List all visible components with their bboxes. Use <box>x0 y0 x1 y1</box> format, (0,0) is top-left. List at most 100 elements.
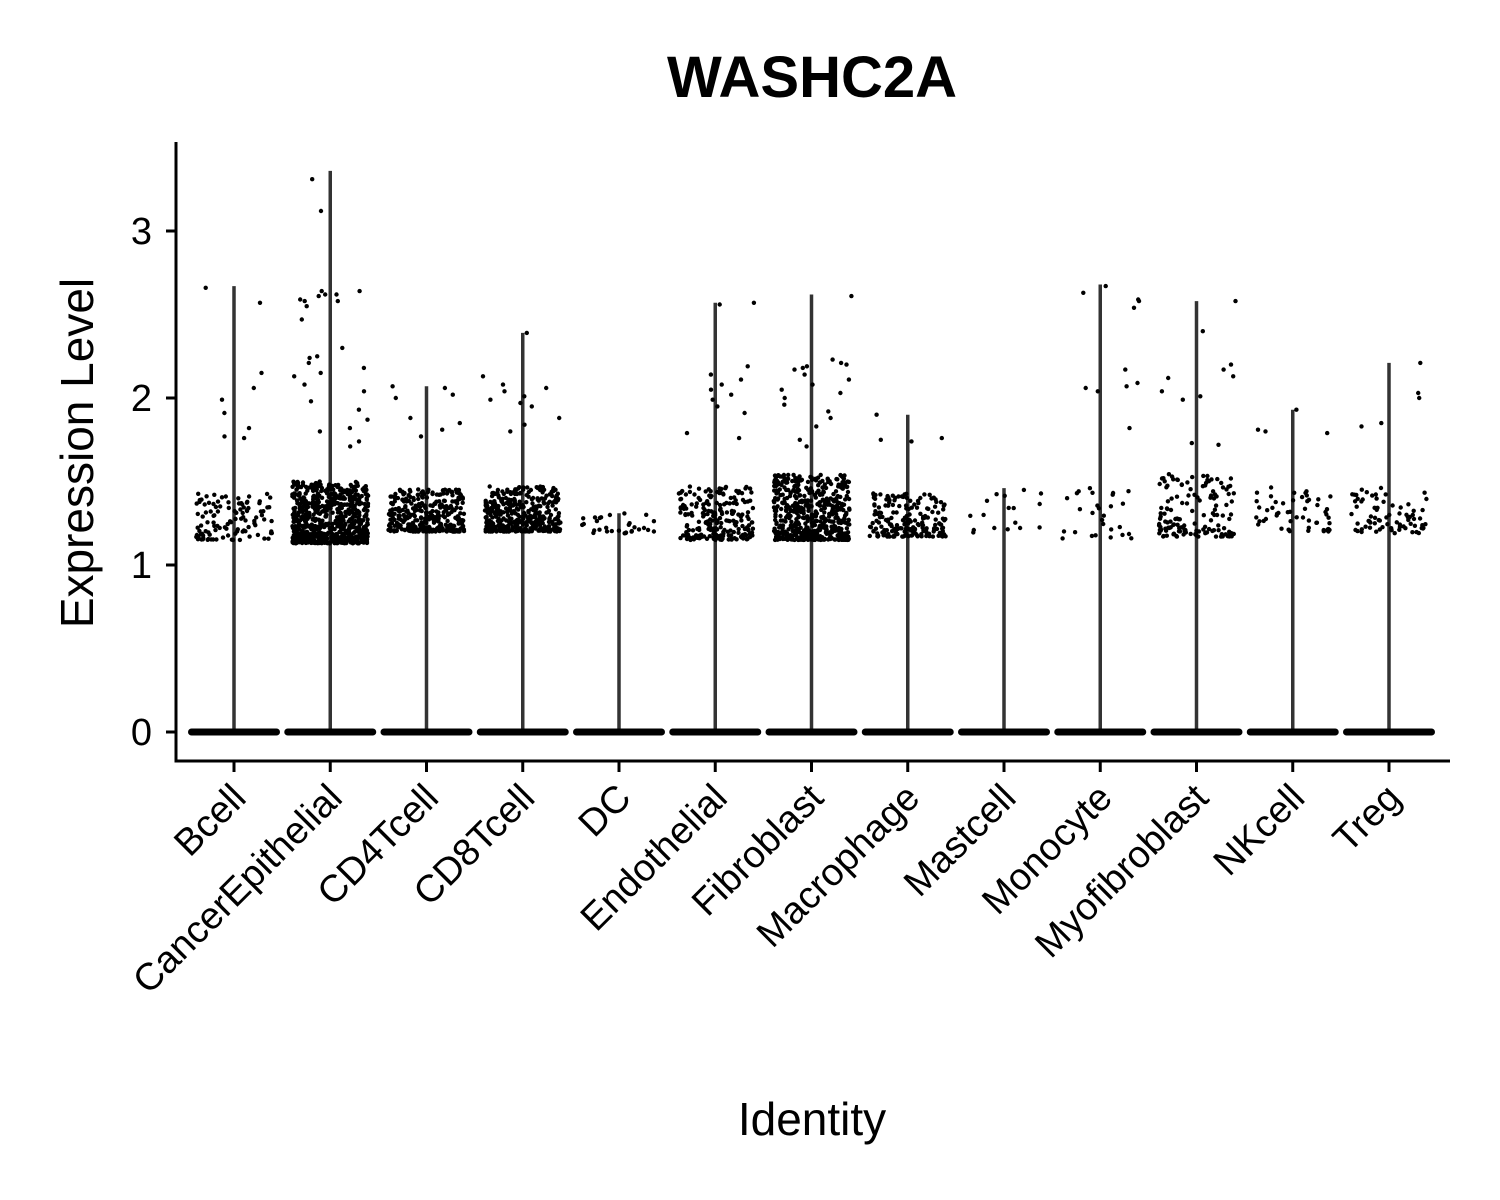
point-treg <box>1394 520 1400 525</box>
point-cancerepithelial <box>338 496 343 501</box>
point-endothelial <box>720 536 725 541</box>
point-endothelial <box>678 510 683 515</box>
point-bcell <box>269 529 274 534</box>
point-cd4tcell <box>390 515 395 520</box>
point-cd8tcell <box>547 499 552 504</box>
point-fibroblast <box>843 497 848 502</box>
point-cd4tcell <box>392 528 397 533</box>
point-cd4tcell <box>458 506 463 511</box>
point-cd4tcell <box>419 516 424 521</box>
point-endothelial <box>683 492 689 497</box>
point-macrophage <box>878 492 883 497</box>
point-cancerepithelial <box>331 487 336 492</box>
point-cancerepithelial <box>291 506 296 511</box>
point-nkcell <box>1268 494 1274 499</box>
point-macrophage <box>891 527 897 532</box>
point-myofibroblast <box>1177 529 1183 534</box>
point-mastcell <box>1002 493 1007 498</box>
point-macrophage <box>902 515 908 520</box>
point-myofibroblast <box>1186 493 1191 498</box>
point-cd4tcell <box>436 513 442 518</box>
outlier-point-cd8tcell <box>544 385 549 391</box>
point-cd8tcell <box>517 514 522 519</box>
point-fibroblast <box>842 535 848 541</box>
point-cd4tcell <box>387 512 392 517</box>
point-fibroblast <box>813 495 818 500</box>
point-bcell <box>269 518 274 524</box>
outlier-point-monocyte <box>1131 305 1137 310</box>
point-nkcell <box>1261 518 1266 524</box>
point-dc <box>604 529 610 534</box>
point-mastcell <box>1021 487 1027 493</box>
outlier-point-cd8tcell <box>522 422 527 427</box>
point-endothelial <box>676 491 682 496</box>
point-cd8tcell <box>516 507 521 512</box>
point-cancerepithelial <box>365 508 370 513</box>
point-dc <box>592 515 598 520</box>
point-macrophage <box>904 495 910 501</box>
point-cancerepithelial <box>339 501 344 507</box>
point-monocyte <box>1108 535 1113 540</box>
point-cancerepithelial <box>324 499 330 504</box>
point-fibroblast <box>824 496 829 501</box>
outlier-point-cancerepithelial <box>365 417 370 422</box>
point-nkcell <box>1327 521 1332 526</box>
point-cd4tcell <box>445 518 450 524</box>
point-nkcell <box>1268 485 1274 490</box>
point-endothelial <box>736 530 741 535</box>
outlier-point-cd4tcell <box>442 385 448 391</box>
point-cancerepithelial <box>316 499 321 505</box>
point-treg <box>1392 531 1397 536</box>
point-cd8tcell <box>499 518 504 523</box>
outlier-point-nkcell <box>1263 429 1268 434</box>
point-bcell <box>198 532 204 537</box>
point-fibroblast <box>813 478 819 483</box>
point-cd8tcell <box>546 509 551 515</box>
point-cancerepithelial <box>341 524 347 529</box>
point-treg <box>1354 504 1359 509</box>
point-cancerepithelial <box>292 524 298 529</box>
x-tick-label-myofibroblast: Myofibroblast <box>1027 776 1217 966</box>
point-bcell <box>241 515 246 520</box>
point-myofibroblast <box>1212 507 1218 512</box>
zero-points-endothelial <box>669 728 762 736</box>
point-bcell <box>235 527 240 532</box>
point-monocyte <box>1072 530 1078 535</box>
zero-points-monocyte <box>1054 728 1147 736</box>
outlier-point-cancerepithelial <box>334 292 339 297</box>
point-cancerepithelial <box>334 500 340 506</box>
outlier-point-treg <box>1417 395 1422 401</box>
point-fibroblast <box>819 507 824 513</box>
point-cd8tcell <box>520 503 525 508</box>
point-cd8tcell <box>533 518 539 524</box>
point-cancerepithelial <box>314 509 319 514</box>
point-fibroblast <box>778 513 783 519</box>
point-fibroblast <box>838 494 843 500</box>
point-nkcell <box>1316 497 1321 502</box>
point-nkcell <box>1279 526 1284 531</box>
point-monocyte <box>1095 503 1100 508</box>
point-dc <box>580 522 585 528</box>
point-macrophage <box>877 510 882 515</box>
point-fibroblast <box>839 474 844 479</box>
outlier-point-monocyte <box>1123 367 1128 372</box>
point-cancerepithelial <box>313 481 318 487</box>
point-endothelial <box>743 486 748 491</box>
point-dc <box>629 529 634 534</box>
point-myofibroblast <box>1184 501 1190 506</box>
point-fibroblast <box>791 488 796 493</box>
point-myofibroblast <box>1164 533 1170 538</box>
outlier-point-cancerepithelial <box>335 298 340 304</box>
point-fibroblast <box>806 530 811 535</box>
x-tick-label-dc: DC <box>571 777 640 846</box>
point-fibroblast <box>846 517 851 522</box>
point-cancerepithelial <box>355 535 360 540</box>
point-cd8tcell <box>513 524 518 529</box>
zero-points-macrophage <box>861 728 954 736</box>
point-monocyte <box>1120 501 1126 506</box>
point-monocyte <box>1120 532 1125 538</box>
point-myofibroblast <box>1157 531 1162 536</box>
point-bcell <box>214 537 219 542</box>
point-nkcell <box>1256 522 1261 527</box>
outlier-point-myofibroblast <box>1200 329 1206 334</box>
